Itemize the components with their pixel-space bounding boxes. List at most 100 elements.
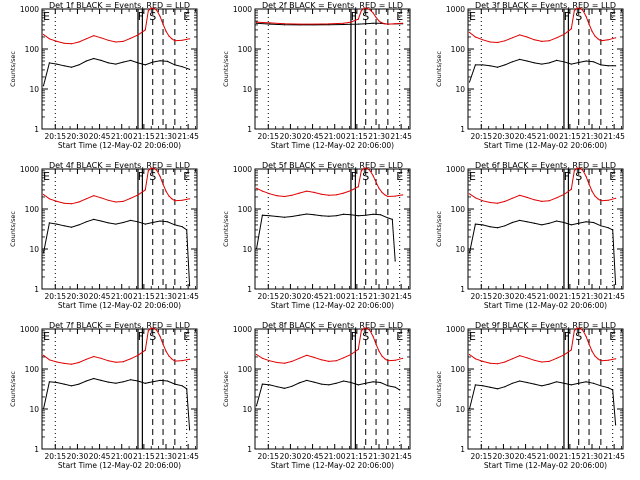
data-point-lld [56, 361, 58, 363]
data-point-events [570, 224, 572, 226]
x-tick-label: 20:15 [257, 132, 279, 141]
x-tick-label: 20:30 [280, 132, 302, 141]
data-point-events [181, 226, 183, 228]
y-tick-label: 1000 [446, 165, 465, 174]
data-point-events [391, 218, 393, 220]
y-tick-label: 1 [460, 445, 465, 454]
y-tick-label: 1 [247, 125, 252, 134]
data-point-events [70, 226, 73, 228]
plot-frame [467, 328, 624, 450]
data-point-events [394, 260, 396, 262]
data-point-lld [504, 361, 506, 363]
y-axis-label: Counts/sec [222, 211, 230, 247]
x-tick-label: 20:30 [67, 132, 89, 141]
data-point-lld [291, 194, 293, 196]
data-point-lld [159, 175, 161, 178]
data-point-lld [387, 23, 389, 25]
data-point-lld [56, 40, 58, 43]
x-tick-label: 20:45 [515, 292, 537, 301]
data-point-lld [591, 350, 593, 352]
data-point-events [468, 81, 471, 83]
data-point-events [357, 23, 359, 25]
data-point-lld [468, 193, 471, 195]
data-point-lld [171, 38, 173, 40]
data-point-lld [343, 357, 345, 359]
data-point-lld [519, 194, 521, 196]
data-point-events [350, 214, 352, 216]
data-point-lld [489, 362, 491, 364]
series-lld [43, 7, 190, 45]
data-point-events [504, 386, 506, 388]
data-point-lld [42, 33, 45, 36]
data-point-events [174, 224, 176, 226]
x-tick-label: 21:45 [603, 292, 625, 301]
data-point-events [585, 221, 587, 223]
data-point-lld [588, 23, 590, 25]
data-point-lld [615, 197, 617, 199]
interval-marker: F [351, 170, 357, 183]
data-point-events [548, 222, 550, 224]
data-point-lld [366, 327, 368, 329]
data-point-lld [526, 357, 528, 359]
x-tick-label: 21:15 [133, 452, 155, 461]
y-axis-label: Counts/sec [9, 51, 17, 87]
interval-marker: E [469, 10, 476, 23]
data-point-lld [591, 30, 593, 32]
data-point-lld [165, 30, 167, 32]
data-point-lld [162, 343, 164, 345]
data-point-events [115, 382, 117, 384]
y-tick-label: 1 [34, 285, 39, 294]
data-point-events [563, 61, 565, 63]
data-point-events [343, 213, 345, 215]
data-point-lld [468, 31, 471, 33]
x-tick-label: 21:30 [155, 292, 177, 301]
x-tick-label: 20:30 [493, 292, 515, 301]
series-events [469, 58, 616, 83]
chart-title: Det 4f BLACK = Events, RED = LLD [49, 161, 190, 170]
chart-title: Det 5f BLACK = Events, RED = LLD [262, 161, 403, 170]
data-point-lld [519, 355, 521, 357]
y-tick-label: 1 [247, 445, 252, 454]
data-point-lld [298, 357, 300, 359]
data-point-lld [350, 189, 352, 192]
data-point-events [93, 377, 95, 380]
interval-marker: F [564, 330, 570, 343]
data-point-events [519, 58, 521, 61]
data-point-lld [100, 197, 102, 199]
data-point-lld [63, 42, 65, 44]
x-tick-label: 21:45 [603, 132, 625, 141]
x-tick-label: 21:30 [581, 292, 603, 301]
x-tick-label: 21:00 [537, 452, 559, 461]
interval-marker: S [575, 330, 582, 343]
data-point-events [496, 66, 499, 68]
data-point-lld [378, 20, 380, 22]
interval-marker: S [149, 170, 156, 183]
data-point-events [511, 61, 513, 63]
series-events [469, 380, 617, 425]
data-point-lld [298, 192, 300, 194]
data-point-lld [70, 363, 73, 365]
y-axis-label: Counts/sec [9, 371, 17, 407]
data-point-lld [378, 350, 380, 352]
data-point-events [78, 224, 80, 226]
data-point-lld [85, 198, 87, 200]
y-axis-label: Counts/sec [435, 371, 443, 407]
x-tick-label: 20:15 [257, 292, 279, 301]
data-point-lld [85, 38, 87, 40]
x-tick-label: 20:30 [67, 452, 89, 461]
data-point-lld [369, 170, 371, 172]
data-point-events [556, 59, 558, 62]
series-events [256, 379, 400, 406]
y-tick-label: 100 [238, 365, 253, 374]
data-point-lld [42, 193, 45, 196]
x-tick-label: 20:45 [515, 132, 537, 141]
data-point-events [372, 22, 374, 24]
panel-6: Det 6f BLACK = Events, RED = LLD Start Ti… [435, 161, 625, 310]
x-tick-label: 21:00 [111, 452, 133, 461]
data-point-lld [306, 354, 308, 356]
interval-marker: F [564, 10, 570, 23]
data-point-events [186, 388, 188, 390]
data-point-lld [78, 201, 80, 203]
x-tick-label: 21:15 [559, 452, 581, 461]
x-tick-label: 21:15 [559, 292, 581, 301]
